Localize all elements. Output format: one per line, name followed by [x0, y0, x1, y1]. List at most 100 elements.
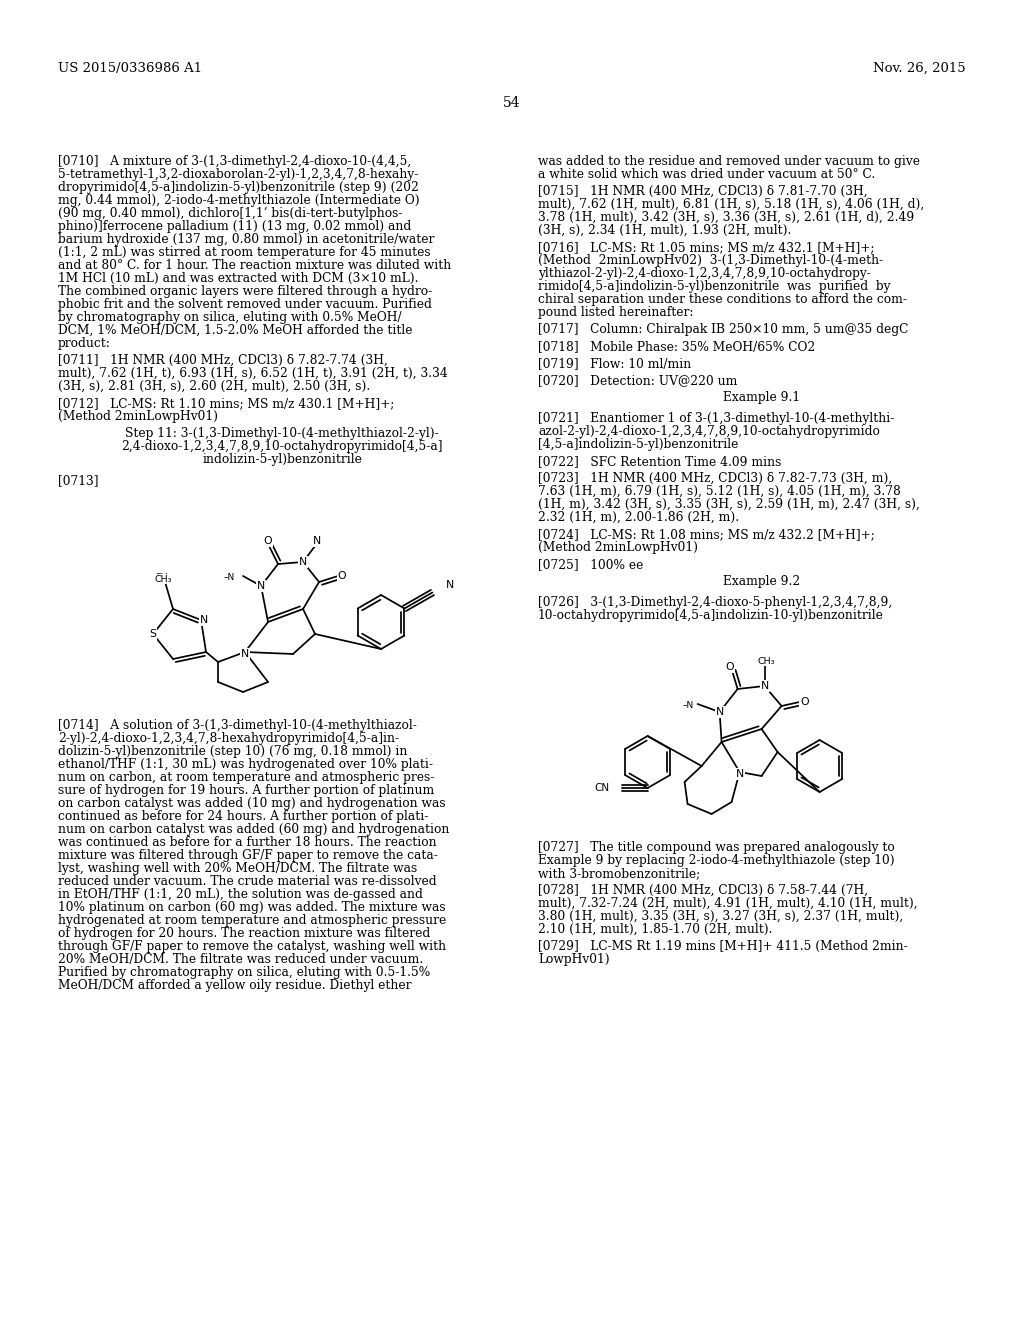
Text: [0721]   Enantiomer 1 of 3-(1,3-dimethyl-10-(4-methylthi-: [0721] Enantiomer 1 of 3-(1,3-dimethyl-1… — [538, 412, 894, 425]
Text: 3.80 (1H, mult), 3.35 (3H, s), 3.27 (3H, s), 2.37 (1H, mult),: 3.80 (1H, mult), 3.35 (3H, s), 3.27 (3H,… — [538, 909, 903, 923]
Text: (1:1, 2 mL) was stirred at room temperature for 45 minutes: (1:1, 2 mL) was stirred at room temperat… — [58, 246, 431, 259]
Text: [0714]   A solution of 3-(1,3-dimethyl-10-(4-methylthiazol-: [0714] A solution of 3-(1,3-dimethyl-10-… — [58, 719, 417, 733]
Text: mult), 7.32-7.24 (2H, mult), 4.91 (1H, mult), 4.10 (1H, mult),: mult), 7.32-7.24 (2H, mult), 4.91 (1H, m… — [538, 898, 918, 909]
Text: sure of hydrogen for 19 hours. A further portion of platinum: sure of hydrogen for 19 hours. A further… — [58, 784, 434, 797]
Text: N: N — [446, 579, 455, 590]
Text: [0728]   1H NMR (400 MHz, CDCl3) δ 7.58-7.44 (7H,: [0728] 1H NMR (400 MHz, CDCl3) δ 7.58-7.… — [538, 884, 868, 898]
Text: Example 9.1: Example 9.1 — [723, 391, 801, 404]
Text: by chromatography on silica, eluting with 0.5% MeOH/: by chromatography on silica, eluting wit… — [58, 312, 401, 323]
Text: [0722]   SFC Retention Time 4.09 mins: [0722] SFC Retention Time 4.09 mins — [538, 455, 781, 469]
Text: US 2015/0336986 A1: US 2015/0336986 A1 — [58, 62, 202, 75]
Text: DCM, 1% MeOH/DCM, 1.5-2.0% MeOH afforded the title: DCM, 1% MeOH/DCM, 1.5-2.0% MeOH afforded… — [58, 323, 413, 337]
Text: mixture was filtered through GF/F paper to remove the cata-: mixture was filtered through GF/F paper … — [58, 849, 438, 862]
Text: N: N — [241, 649, 249, 659]
Text: 2,4-dioxo-1,2,3,4,7,8,9,10-octahydropyrimido[4,5-a]: 2,4-dioxo-1,2,3,4,7,8,9,10-octahydropyri… — [121, 440, 442, 453]
Text: [0710]   A mixture of 3-(1,3-dimethyl-2,4-dioxo-10-(4,4,5,: [0710] A mixture of 3-(1,3-dimethyl-2,4-… — [58, 154, 412, 168]
Text: 10% platinum on carbon (60 mg) was added. The mixture was: 10% platinum on carbon (60 mg) was added… — [58, 902, 445, 913]
Text: through GF/F paper to remove the catalyst, washing well with: through GF/F paper to remove the catalys… — [58, 940, 446, 953]
Text: MeOH/DCM afforded a yellow oily residue. Diethyl ether: MeOH/DCM afforded a yellow oily residue.… — [58, 979, 412, 993]
Text: [0724]   LC-MS: Rt 1.08 mins; MS m/z 432.2 [M+H]+;: [0724] LC-MS: Rt 1.08 mins; MS m/z 432.2… — [538, 528, 874, 541]
Text: –N: –N — [682, 701, 693, 710]
Text: N: N — [299, 557, 307, 568]
Text: rimido[4,5-a]indolizin-5-yl)benzonitrile  was  purified  by: rimido[4,5-a]indolizin-5-yl)benzonitrile… — [538, 280, 891, 293]
Text: –N: –N — [224, 573, 236, 582]
Text: Example 9.2: Example 9.2 — [723, 576, 801, 587]
Text: Nov. 26, 2015: Nov. 26, 2015 — [873, 62, 966, 75]
Text: [0715]   1H NMR (400 MHz, CDCl3) δ 7.81-7.70 (3H,: [0715] 1H NMR (400 MHz, CDCl3) δ 7.81-7.… — [538, 185, 867, 198]
Text: [4,5-a]indolizin-5-yl)benzonitrile: [4,5-a]indolizin-5-yl)benzonitrile — [538, 438, 738, 451]
Text: [0716]   LC-MS: Rt 1.05 mins; MS m/z 432.1 [M+H]+;: [0716] LC-MS: Rt 1.05 mins; MS m/z 432.1… — [538, 242, 874, 253]
Text: S: S — [150, 630, 157, 639]
Text: O: O — [725, 663, 734, 672]
Text: phino)]ferrocene palladium (11) (13 mg, 0.02 mmol) and: phino)]ferrocene palladium (11) (13 mg, … — [58, 220, 412, 234]
Text: num on carbon catalyst was added (60 mg) and hydrogenation: num on carbon catalyst was added (60 mg)… — [58, 822, 450, 836]
Text: Purified by chromatography on silica, eluting with 0.5-1.5%: Purified by chromatography on silica, el… — [58, 966, 430, 979]
Text: 10-octahydropyrimido[4,5-a]indolizin-10-yl)benzonitrile: 10-octahydropyrimido[4,5-a]indolizin-10-… — [538, 609, 884, 622]
Text: N: N — [200, 615, 208, 624]
Text: CH₃: CH₃ — [155, 574, 172, 583]
Text: LowpHv01): LowpHv01) — [538, 953, 609, 966]
Text: [0713]: [0713] — [58, 474, 98, 487]
Text: (90 mg, 0.40 mmol), dichloro[1,1’ bis(di-tert-butylphos-: (90 mg, 0.40 mmol), dichloro[1,1’ bis(di… — [58, 207, 402, 220]
Text: [0727]   The title compound was prepared analogously to: [0727] The title compound was prepared a… — [538, 841, 895, 854]
Text: of hydrogen for 20 hours. The reaction mixture was filtered: of hydrogen for 20 hours. The reaction m… — [58, 927, 430, 940]
Text: O: O — [338, 572, 346, 581]
Text: (3H, s), 2.81 (3H, s), 2.60 (2H, mult), 2.50 (3H, s).: (3H, s), 2.81 (3H, s), 2.60 (2H, mult), … — [58, 380, 371, 393]
Text: N: N — [716, 708, 724, 717]
Text: reduced under vacuum. The crude material was re-dissolved: reduced under vacuum. The crude material… — [58, 875, 436, 888]
Text: num on carbon, at room temperature and atmospheric pres-: num on carbon, at room temperature and a… — [58, 771, 434, 784]
Text: The combined organic layers were filtered through a hydro-: The combined organic layers were filtere… — [58, 285, 432, 298]
Text: pound listed hereinafter:: pound listed hereinafter: — [538, 306, 693, 319]
Text: (Method 2minLowpHv01): (Method 2minLowpHv01) — [58, 411, 218, 422]
Text: N: N — [735, 770, 743, 779]
Text: [0717]   Column: Chiralpak IB 250×10 mm, 5 um@35 degC: [0717] Column: Chiralpak IB 250×10 mm, 5… — [538, 323, 908, 337]
Text: O: O — [264, 536, 272, 546]
Text: [0725]   100% ee: [0725] 100% ee — [538, 558, 643, 572]
Text: O: O — [801, 697, 809, 708]
Text: [0726]   3-(1,3-Dimethyl-2,4-dioxo-5-phenyl-1,2,3,4,7,8,9,: [0726] 3-(1,3-Dimethyl-2,4-dioxo-5-pheny… — [538, 597, 892, 609]
Text: and at 80° C. for 1 hour. The reaction mixture was diluted with: and at 80° C. for 1 hour. The reaction m… — [58, 259, 452, 272]
Text: continued as before for 24 hours. A further portion of plati-: continued as before for 24 hours. A furt… — [58, 810, 428, 822]
Text: 2.32 (1H, m), 2.00-1.86 (2H, m).: 2.32 (1H, m), 2.00-1.86 (2H, m). — [538, 511, 739, 524]
Text: [0712]   LC-MS: Rt 1.10 mins; MS m/z 430.1 [M+H]+;: [0712] LC-MS: Rt 1.10 mins; MS m/z 430.1… — [58, 397, 394, 411]
Text: (1H, m), 3.42 (3H, s), 3.35 (3H, s), 2.59 (1H, m), 2.47 (3H, s),: (1H, m), 3.42 (3H, s), 3.35 (3H, s), 2.5… — [538, 498, 920, 511]
Text: phobic frit and the solvent removed under vacuum. Purified: phobic frit and the solvent removed unde… — [58, 298, 432, 312]
Text: Example 9 by replacing 2-iodo-4-methylthiazole (step 10): Example 9 by replacing 2-iodo-4-methylth… — [538, 854, 895, 867]
Text: N: N — [761, 681, 769, 690]
Text: (3H, s), 2.34 (1H, mult), 1.93 (2H, mult).: (3H, s), 2.34 (1H, mult), 1.93 (2H, mult… — [538, 224, 792, 238]
Text: [0719]   Flow: 10 ml/min: [0719] Flow: 10 ml/min — [538, 356, 691, 370]
Text: [0729]   LC-MS Rt 1.19 mins [M+H]+ 411.5 (Method 2min-: [0729] LC-MS Rt 1.19 mins [M+H]+ 411.5 (… — [538, 940, 907, 953]
Text: barium hydroxide (137 mg, 0.80 mmol) in acetonitrile/water: barium hydroxide (137 mg, 0.80 mmol) in … — [58, 234, 434, 246]
Text: [0720]   Detection: UV@220 um: [0720] Detection: UV@220 um — [538, 374, 737, 387]
Text: N: N — [313, 536, 322, 546]
Text: [0711]   1H NMR (400 MHz, CDCl3) δ 7.82-7.74 (3H,: [0711] 1H NMR (400 MHz, CDCl3) δ 7.82-7.… — [58, 354, 388, 367]
Text: CH₃: CH₃ — [155, 573, 172, 582]
Text: ylthiazol-2-yl)-2,4-dioxo-1,2,3,4,7,8,9,10-octahydropy-: ylthiazol-2-yl)-2,4-dioxo-1,2,3,4,7,8,9,… — [538, 267, 870, 280]
Text: a white solid which was dried under vacuum at 50° C.: a white solid which was dried under vacu… — [538, 168, 876, 181]
Text: 5-tetramethyl-1,3,2-dioxaborolan-2-yl)-1,2,3,4,7,8-hexahy-: 5-tetramethyl-1,3,2-dioxaborolan-2-yl)-1… — [58, 168, 419, 181]
Text: chiral separation under these conditions to afford the com-: chiral separation under these conditions… — [538, 293, 907, 306]
Text: dolizin-5-yl)benzonitrile (step 10) (76 mg, 0.18 mmol) in: dolizin-5-yl)benzonitrile (step 10) (76 … — [58, 744, 408, 758]
Text: N: N — [257, 581, 265, 591]
Text: (Method  2minLowpHv02)  3-(1,3-Dimethyl-10-(4-meth-: (Method 2minLowpHv02) 3-(1,3-Dimethyl-10… — [538, 253, 884, 267]
Text: in EtOH/THF (1:1, 20 mL), the solution was de-gassed and: in EtOH/THF (1:1, 20 mL), the solution w… — [58, 888, 423, 902]
Text: Step 11: 3-(1,3-Dimethyl-10-(4-methylthiazol-2-yl)-: Step 11: 3-(1,3-Dimethyl-10-(4-methylthi… — [125, 426, 439, 440]
Text: 20% MeOH/DCM. The filtrate was reduced under vacuum.: 20% MeOH/DCM. The filtrate was reduced u… — [58, 953, 423, 966]
Text: 1M HCl (10 mL) and was extracted with DCM (3×10 mL).: 1M HCl (10 mL) and was extracted with DC… — [58, 272, 419, 285]
Text: [0723]   1H NMR (400 MHz, CDCl3) δ 7.82-7.73 (3H, m),: [0723] 1H NMR (400 MHz, CDCl3) δ 7.82-7.… — [538, 473, 892, 484]
Text: ethanol/THF (1:1, 30 mL) was hydrogenated over 10% plati-: ethanol/THF (1:1, 30 mL) was hydrogenate… — [58, 758, 433, 771]
Text: on carbon catalyst was added (10 mg) and hydrogenation was: on carbon catalyst was added (10 mg) and… — [58, 797, 445, 810]
Text: [0718]   Mobile Phase: 35% MeOH/65% CO2: [0718] Mobile Phase: 35% MeOH/65% CO2 — [538, 341, 815, 352]
Text: CH₃: CH₃ — [758, 656, 775, 665]
Text: (Method 2minLowpHv01): (Method 2minLowpHv01) — [538, 541, 698, 554]
Text: 2.10 (1H, mult), 1.85-1.70 (2H, mult).: 2.10 (1H, mult), 1.85-1.70 (2H, mult). — [538, 923, 772, 936]
Text: product:: product: — [58, 337, 111, 350]
Text: indolizin-5-yl)benzonitrile: indolizin-5-yl)benzonitrile — [202, 453, 361, 466]
Text: 54: 54 — [503, 96, 521, 110]
Text: lyst, washing well with 20% MeOH/DCM. The filtrate was: lyst, washing well with 20% MeOH/DCM. Th… — [58, 862, 417, 875]
Text: hydrogenated at room temperature and atmospheric pressure: hydrogenated at room temperature and atm… — [58, 913, 446, 927]
Text: mult), 7.62 (1H, t), 6.93 (1H, s), 6.52 (1H, t), 3.91 (2H, t), 3.34: mult), 7.62 (1H, t), 6.93 (1H, s), 6.52 … — [58, 367, 447, 380]
Text: 3.78 (1H, mult), 3.42 (3H, s), 3.36 (3H, s), 2.61 (1H, d), 2.49: 3.78 (1H, mult), 3.42 (3H, s), 3.36 (3H,… — [538, 211, 914, 224]
Text: dropyrimido[4,5-a]indolizin-5-yl)benzonitrile (step 9) (202: dropyrimido[4,5-a]indolizin-5-yl)benzoni… — [58, 181, 419, 194]
Text: 2-yl)-2,4-dioxo-1,2,3,4,7,8-hexahydropyrimido[4,5-a]in-: 2-yl)-2,4-dioxo-1,2,3,4,7,8-hexahydropyr… — [58, 733, 399, 744]
